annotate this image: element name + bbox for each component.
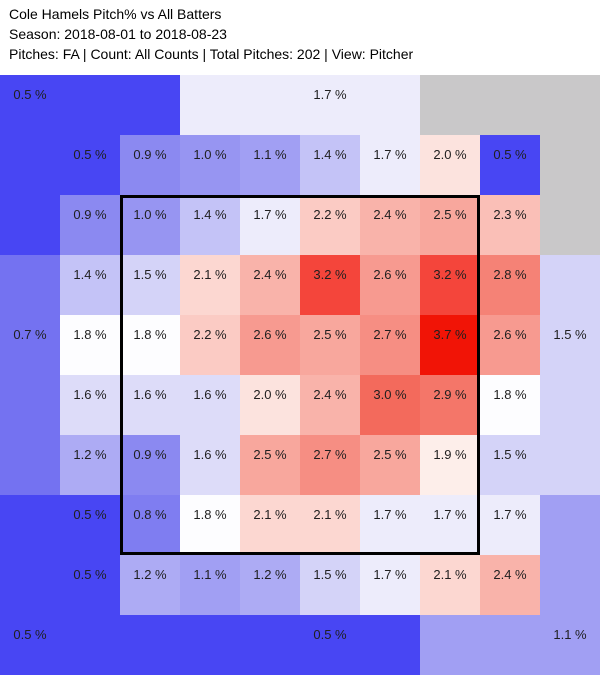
region-label-top-left: 0.5 % bbox=[13, 87, 47, 102]
heatmap-cell: 3.7 % bbox=[420, 315, 480, 375]
heatmap-cell: 2.5 % bbox=[300, 315, 360, 375]
heatmap-cell: 0.5 % bbox=[60, 135, 120, 195]
region-top-right bbox=[420, 75, 600, 135]
chart-header: Cole Hamels Pitch% vs All Batters Season… bbox=[0, 0, 600, 75]
heatmap-cell: 1.0 % bbox=[180, 135, 240, 195]
heatmap-cell: 2.1 % bbox=[180, 255, 240, 315]
region-label-bottom-right: 1.1 % bbox=[553, 627, 587, 642]
heatmap-cell: 0.9 % bbox=[60, 195, 120, 255]
heatmap-cell: 1.6 % bbox=[120, 375, 180, 435]
region-top-left bbox=[0, 75, 180, 135]
heatmap-cell: 2.6 % bbox=[480, 315, 540, 375]
heatmap-cell: 3.2 % bbox=[420, 255, 480, 315]
region-bottom-left bbox=[0, 615, 180, 675]
heatmap-cell: 0.5 % bbox=[480, 135, 540, 195]
strike-zone-border bbox=[120, 195, 480, 555]
heatmap-cell: 2.6 % bbox=[240, 315, 300, 375]
heatmap-cell: 0.5 % bbox=[60, 555, 120, 615]
heatmap-cell: 1.7 % bbox=[360, 495, 420, 555]
heatmap-cell: 1.9 % bbox=[420, 435, 480, 495]
heatmap-cell: 1.6 % bbox=[180, 435, 240, 495]
chart-meta: Pitches: FA | Count: All Counts | Total … bbox=[9, 46, 414, 62]
heatmap-cell: 2.1 % bbox=[420, 555, 480, 615]
heatmap-cell: 0.5 % bbox=[60, 495, 120, 555]
heatmap-cell: 1.7 % bbox=[480, 495, 540, 555]
chart-title: Cole Hamels Pitch% vs All Batters bbox=[9, 6, 222, 22]
heatmap-cell: 0.9 % bbox=[120, 135, 180, 195]
heatmap-cell: 2.0 % bbox=[240, 375, 300, 435]
region-bottom-middle bbox=[180, 615, 420, 675]
heatmap-cell: 2.2 % bbox=[180, 315, 240, 375]
heatmap-cell: 2.4 % bbox=[300, 375, 360, 435]
heatmap-cell: 2.4 % bbox=[480, 555, 540, 615]
heatmap-cell: 2.7 % bbox=[300, 435, 360, 495]
heatmap-cell: 1.1 % bbox=[240, 135, 300, 195]
heatmap-cell: 2.8 % bbox=[480, 255, 540, 315]
region-middle-left bbox=[0, 255, 60, 495]
heatmap-cell: 3.0 % bbox=[360, 375, 420, 435]
region-bottom-right bbox=[420, 615, 600, 675]
heatmap-cell: 1.7 % bbox=[420, 495, 480, 555]
region-top-middle bbox=[180, 75, 420, 135]
heatmap-cell: 2.1 % bbox=[240, 495, 300, 555]
region-middle-right bbox=[540, 255, 600, 495]
heatmap-cell: 1.6 % bbox=[60, 375, 120, 435]
heatmap-cell: 0.9 % bbox=[120, 435, 180, 495]
region-label-bottom-left: 0.5 % bbox=[13, 627, 47, 642]
region-label-middle-left: 0.7 % bbox=[13, 327, 47, 342]
heatmap-cell: 1.4 % bbox=[60, 255, 120, 315]
region-bottom-right bbox=[540, 495, 600, 615]
region-bottom-left bbox=[0, 495, 60, 615]
heatmap-cell: 1.7 % bbox=[360, 555, 420, 615]
heatmap-cell: 2.5 % bbox=[360, 435, 420, 495]
heatmap-cell: 1.4 % bbox=[180, 195, 240, 255]
pitch-location-heatmap: 0.5 % 1.7 % 0.7 % 1.5 % 0.5 % 0.5 % 1.1 % 0.5 %… bbox=[0, 75, 600, 675]
heatmap-cell: 1.1 % bbox=[180, 555, 240, 615]
heatmap-cell: 1.7 % bbox=[240, 195, 300, 255]
heatmap-cell: 2.6 % bbox=[360, 255, 420, 315]
heatmap-cell: 1.8 % bbox=[120, 315, 180, 375]
heatmap-cell: 2.0 % bbox=[420, 135, 480, 195]
heatmap-cell: 1.2 % bbox=[120, 555, 180, 615]
heatmap-cell: 0.8 % bbox=[120, 495, 180, 555]
heatmap-cell: 2.5 % bbox=[240, 435, 300, 495]
heatmap-cell: 1.5 % bbox=[480, 435, 540, 495]
heatmap-cell: 1.6 % bbox=[180, 375, 240, 435]
heatmap-cell: 1.8 % bbox=[480, 375, 540, 435]
heatmap-cell: 2.1 % bbox=[300, 495, 360, 555]
chart-season: Season: 2018-08-01 to 2018-08-23 bbox=[9, 26, 227, 42]
heatmap-cell: 1.4 % bbox=[300, 135, 360, 195]
heatmap-cell: 1.5 % bbox=[120, 255, 180, 315]
heatmap-cell: 2.3 % bbox=[480, 195, 540, 255]
heatmap-cell: 1.8 % bbox=[180, 495, 240, 555]
heatmap-cell: 3.2 % bbox=[300, 255, 360, 315]
heatmap-cell: 2.9 % bbox=[420, 375, 480, 435]
region-label-top-middle: 1.7 % bbox=[313, 87, 347, 102]
region-top-left bbox=[0, 135, 60, 255]
heatmap-cell: 2.2 % bbox=[300, 195, 360, 255]
heatmap-cell: 2.5 % bbox=[420, 195, 480, 255]
heatmap-cell: 1.8 % bbox=[60, 315, 120, 375]
heatmap-cell: 1.7 % bbox=[360, 135, 420, 195]
heatmap-cell: 1.2 % bbox=[60, 435, 120, 495]
heatmap-cell: 1.2 % bbox=[240, 555, 300, 615]
heatmap-cell: 2.4 % bbox=[360, 195, 420, 255]
region-label-bottom-middle: 0.5 % bbox=[313, 627, 347, 642]
region-top-right bbox=[540, 135, 600, 255]
heatmap-cell: 1.0 % bbox=[120, 195, 180, 255]
heatmap-cell: 2.4 % bbox=[240, 255, 300, 315]
region-label-middle-right: 1.5 % bbox=[553, 327, 587, 342]
heatmap-cell: 1.5 % bbox=[300, 555, 360, 615]
heatmap-cell: 2.7 % bbox=[360, 315, 420, 375]
